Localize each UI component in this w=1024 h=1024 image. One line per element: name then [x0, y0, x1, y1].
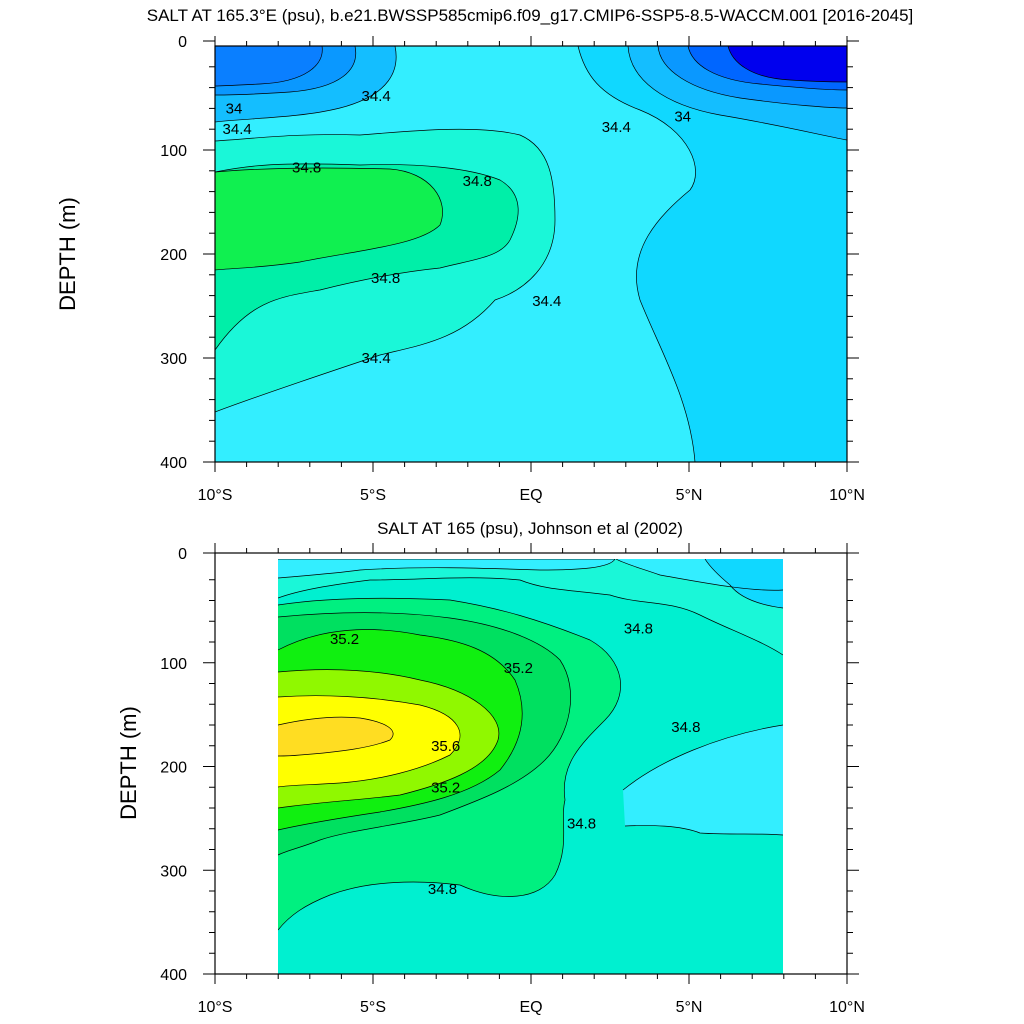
panel-2: SALT AT 165 (psu), Johnson et al (2002): [116, 519, 865, 1016]
x-tick-label: 5°N: [676, 487, 703, 504]
panel-1-axes: 10°S 5°S EQ 5°N 10°N 0 100 200 300 400: [160, 34, 865, 504]
y-tick-label: 400: [160, 967, 187, 984]
panel-1-y-axis-title: DEPTH (m): [55, 197, 80, 311]
contour-label: 35.2: [504, 660, 533, 677]
contour-label: 34.8: [428, 881, 457, 898]
p2-band-34.4-top: [278, 559, 783, 655]
contour-label: 35.2: [431, 779, 460, 796]
p1-band-33.4-east: [728, 46, 847, 82]
y-tick-label: 100: [160, 656, 187, 673]
x-tick-label: 10°N: [829, 999, 865, 1016]
panel-2-fill: 35.2 35.2 34.8 35.6 34.8 35.2 34.8 34.8: [278, 559, 783, 974]
p2-band-34.4-se: [623, 725, 783, 835]
p1-contour-lines: [215, 46, 847, 462]
p1-band-35.0: [215, 168, 443, 270]
x-tick-label: EQ: [519, 999, 542, 1016]
x-tick-label: 5°N: [676, 999, 703, 1016]
p1-band-33.8-west: [215, 46, 323, 86]
x-tick-label: EQ: [519, 487, 542, 504]
panel-2-y-axis-title: DEPTH (m): [116, 706, 141, 820]
y-tick-label: 0: [178, 34, 187, 51]
p2-contour-lines: [278, 559, 783, 931]
contour-label: 34: [226, 100, 243, 117]
p2-band-34.0-ne: [705, 559, 783, 608]
x-tick-label: 10°S: [198, 487, 233, 504]
panel-2-title: SALT AT 165 (psu), Johnson et al (2002): [377, 519, 683, 538]
contour-label: 34.4: [223, 121, 252, 138]
contour-label: 34.4: [532, 293, 561, 310]
contour-label: 34.8: [292, 160, 321, 177]
contour-label: 35.6: [431, 738, 460, 755]
y-tick-label: 0: [178, 546, 187, 563]
y-tick-label: 300: [160, 351, 187, 368]
panel-1-title: SALT AT 165.3°E (psu), b.e21.BWSSP585cmi…: [147, 6, 914, 25]
y-tick-label: 300: [160, 863, 187, 880]
contour-label: 34.4: [602, 119, 631, 136]
x-tick-label: 5°S: [360, 487, 386, 504]
panel-1-contour-labels: 34.4 34 34.4 34.4 34 34.8 34.8 34.8 34.4 34.4: [223, 88, 692, 367]
p2-band-35.8: [278, 717, 394, 756]
panel-1-fill: 34.4 34 34.4 34.4 34 34.8 34.8 34.8 34.4 34.4: [215, 46, 847, 462]
y-tick-label: 200: [160, 247, 187, 264]
y-tick-label: 200: [160, 760, 187, 777]
p1-band-34.2-east: [578, 46, 847, 462]
contour-label: 34.8: [624, 621, 653, 638]
contour-label: 34.4: [362, 350, 391, 367]
y-tick-label: 400: [160, 455, 187, 472]
panel-2-contour-labels: 35.2 35.2 34.8 35.6 34.8 35.2 34.8 34.8: [330, 621, 700, 898]
x-tick-label: 5°S: [360, 999, 386, 1016]
p2-band-34.2-top: [278, 559, 615, 578]
contour-label: 34.8: [567, 816, 596, 833]
contour-label: 34.8: [463, 173, 492, 190]
y-tick-label: 100: [160, 143, 187, 160]
contour-label: 34.4: [362, 88, 391, 105]
contour-label: 34.8: [671, 719, 700, 736]
contour-label: 35.2: [330, 631, 359, 648]
contour-label: 34.8: [371, 270, 400, 287]
contour-label: 34: [674, 109, 691, 126]
panel-1: SALT AT 165.3°E (psu), b.e21.BWSSP585cmi…: [55, 6, 913, 504]
x-tick-label: 10°S: [198, 999, 233, 1016]
x-tick-label: 10°N: [829, 487, 865, 504]
panel-2-axes: 10°S 5°S EQ 5°N 10°N 0 100 200 300 400: [160, 543, 865, 1016]
